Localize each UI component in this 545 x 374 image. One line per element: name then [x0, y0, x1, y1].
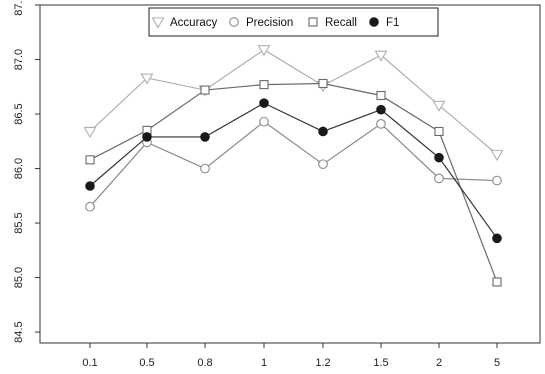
legend-label-recall: Recall [325, 17, 357, 29]
series-precision [85, 116, 502, 212]
y-tick-label: 86.0 [13, 158, 25, 179]
data-point-f1 [200, 132, 210, 142]
data-point-precision [85, 201, 95, 212]
plot-frame [39, 4, 541, 344]
data-point-f1 [259, 98, 269, 108]
y-axis: 84.5 85.0 85.5 86.0 86.5 87.0 87.5 [13, 0, 40, 343]
y-tick-label: 86.5 [13, 103, 25, 124]
data-point-accuracy [83, 126, 97, 139]
series-recall [85, 78, 502, 287]
data-point-recall [376, 90, 386, 101]
legend-marker-f1 [369, 17, 379, 27]
legend: Accuracy Precision Recall F1 [148, 7, 439, 37]
x-tick-label: 0.8 [197, 357, 212, 369]
data-point-precision [318, 159, 328, 170]
data-point-precision [376, 118, 386, 129]
data-point-f1 [142, 132, 152, 142]
data-point-accuracy [490, 149, 504, 161]
series-line-accuracy [89, 48, 498, 155]
legend-marker-accuracy [151, 17, 165, 29]
data-point-f1 [85, 181, 95, 191]
x-tick-label: 1.5 [373, 357, 388, 369]
data-point-f1 [492, 233, 502, 244]
series-f1 [85, 98, 502, 244]
x-tick-label: 1 [261, 357, 267, 369]
x-tick-label: 2 [436, 357, 442, 369]
data-point-precision [434, 173, 444, 184]
data-point-precision [259, 116, 269, 127]
data-point-accuracy [432, 100, 446, 112]
data-point-accuracy [257, 45, 271, 57]
y-tick-label: 85.0 [13, 267, 25, 288]
legend-label-f1: F1 [386, 17, 399, 29]
x-tick-label: 5 [494, 357, 500, 369]
legend-label-precision: Precision [246, 17, 293, 29]
series-line-recall [89, 82, 498, 283]
data-point-recall [200, 85, 210, 95]
legend-marker-recall [308, 17, 318, 27]
data-point-f1 [376, 104, 386, 115]
data-point-recall [259, 80, 269, 90]
y-tick-label: 87.5 [13, 0, 25, 16]
y-tick-label: 87.0 [13, 49, 25, 70]
legend-marker-precision [229, 17, 239, 27]
data-point-recall [434, 126, 444, 137]
data-point-precision [492, 175, 502, 186]
legend-box [148, 7, 439, 37]
data-point-recall [85, 155, 95, 165]
data-point-precision [200, 163, 210, 174]
legend-label-accuracy: Accuracy [170, 17, 218, 29]
y-tick-label: 84.5 [13, 321, 25, 342]
x-tick-label: 0.1 [82, 357, 97, 369]
data-point-recall [318, 78, 328, 89]
x-tick-label: 1.2 [315, 357, 330, 369]
data-point-accuracy [140, 73, 154, 85]
series-layer [83, 45, 504, 287]
data-point-f1 [318, 126, 328, 137]
series-line-precision [89, 120, 498, 208]
y-tick-label: 85.5 [13, 212, 25, 233]
series-line-f1 [89, 102, 498, 239]
data-point-accuracy [374, 50, 388, 62]
x-tick-label: 0.5 [139, 357, 154, 369]
x-axis: 0.1 0.5 0.8 1 1.2 1.5 2 5 [82, 343, 500, 369]
data-point-f1 [434, 152, 444, 163]
data-point-recall [492, 277, 502, 287]
